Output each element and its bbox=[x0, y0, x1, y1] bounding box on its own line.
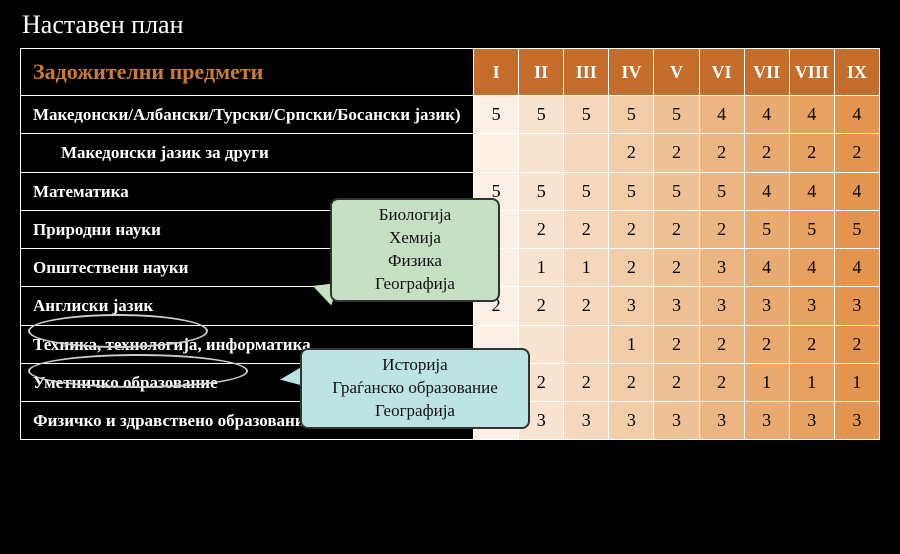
cell-value: 3 bbox=[834, 402, 879, 440]
cell-value: 5 bbox=[654, 172, 699, 210]
cell-value: 4 bbox=[744, 249, 789, 287]
table-row: Македонски/Албански/Турски/Српски/Босанс… bbox=[21, 96, 880, 134]
table-row: Македонски јазик за други222222 bbox=[21, 134, 880, 172]
cell-value: 4 bbox=[834, 249, 879, 287]
cell-value: 1 bbox=[834, 363, 879, 401]
ellipse-highlight bbox=[28, 314, 208, 348]
cell-value: 1 bbox=[609, 325, 654, 363]
cell-value: 2 bbox=[744, 325, 789, 363]
cell-value: 5 bbox=[564, 96, 609, 134]
cell-value: 2 bbox=[699, 210, 744, 248]
cell-value: 2 bbox=[564, 210, 609, 248]
col-head: V bbox=[654, 49, 699, 96]
header-row: Задожителни предмети I II III IV V VI VI… bbox=[21, 49, 880, 96]
cell-value: 5 bbox=[609, 172, 654, 210]
cell-value: 2 bbox=[789, 325, 834, 363]
cell-value: 4 bbox=[789, 96, 834, 134]
cell-value: 4 bbox=[834, 172, 879, 210]
cell-value: 5 bbox=[789, 210, 834, 248]
page-title: Наставен план bbox=[0, 0, 900, 48]
callout-natural-sciences: БиологијаХемијаФизикаГеографија bbox=[330, 198, 500, 302]
cell-value: 3 bbox=[699, 287, 744, 325]
cell-value: 3 bbox=[789, 287, 834, 325]
col-head: III bbox=[564, 49, 609, 96]
cell-value: 3 bbox=[744, 402, 789, 440]
cell-value: 3 bbox=[564, 402, 609, 440]
cell-value: 1 bbox=[744, 363, 789, 401]
cell-value: 2 bbox=[699, 363, 744, 401]
cell-value: 1 bbox=[789, 363, 834, 401]
cell-value: 3 bbox=[699, 249, 744, 287]
cell-value: 3 bbox=[744, 287, 789, 325]
cell-value: 3 bbox=[609, 287, 654, 325]
cell-value bbox=[519, 134, 564, 172]
cell-value: 2 bbox=[519, 210, 564, 248]
subject-label: Македонски/Албански/Турски/Српски/Босанс… bbox=[21, 96, 474, 134]
cell-value: 5 bbox=[609, 96, 654, 134]
col-head: VI bbox=[699, 49, 744, 96]
cell-value: 2 bbox=[744, 134, 789, 172]
cell-value: 5 bbox=[564, 172, 609, 210]
col-head: IV bbox=[609, 49, 654, 96]
cell-value: 5 bbox=[519, 172, 564, 210]
cell-value: 1 bbox=[564, 249, 609, 287]
col-head: VIII bbox=[789, 49, 834, 96]
cell-value bbox=[474, 134, 519, 172]
cell-value: 2 bbox=[564, 363, 609, 401]
cell-value: 5 bbox=[654, 96, 699, 134]
col-head: VII bbox=[744, 49, 789, 96]
cell-value: 4 bbox=[834, 96, 879, 134]
cell-value: 2 bbox=[609, 249, 654, 287]
cell-value: 5 bbox=[699, 172, 744, 210]
cell-value: 2 bbox=[564, 287, 609, 325]
cell-value: 5 bbox=[744, 210, 789, 248]
cell-value: 2 bbox=[834, 325, 879, 363]
cell-value: 2 bbox=[654, 134, 699, 172]
cell-value: 1 bbox=[519, 249, 564, 287]
curriculum-table-wrap: Задожителни предмети I II III IV V VI VI… bbox=[20, 48, 880, 440]
callout-social-sciences: ИсторијаГраѓанско образованиеГеографија bbox=[300, 348, 530, 429]
col-head: I bbox=[474, 49, 519, 96]
cell-value: 2 bbox=[609, 363, 654, 401]
cell-value: 5 bbox=[519, 96, 564, 134]
subject-label: Македонски јазик за други bbox=[21, 134, 474, 172]
cell-value: 3 bbox=[834, 287, 879, 325]
cell-value: 2 bbox=[654, 363, 699, 401]
cell-value: 5 bbox=[474, 96, 519, 134]
cell-value: 3 bbox=[789, 402, 834, 440]
cell-value: 2 bbox=[834, 134, 879, 172]
cell-value: 2 bbox=[609, 134, 654, 172]
cell-value: 2 bbox=[654, 249, 699, 287]
cell-value: 3 bbox=[699, 402, 744, 440]
cell-value: 2 bbox=[699, 134, 744, 172]
cell-value: 5 bbox=[834, 210, 879, 248]
cell-value: 4 bbox=[789, 249, 834, 287]
cell-value bbox=[564, 325, 609, 363]
cell-value: 4 bbox=[744, 96, 789, 134]
cell-value: 3 bbox=[609, 402, 654, 440]
cell-value: 4 bbox=[699, 96, 744, 134]
cell-value: 2 bbox=[699, 325, 744, 363]
cell-value: 2 bbox=[789, 134, 834, 172]
col-head: II bbox=[519, 49, 564, 96]
subject-header: Задожителни предмети bbox=[21, 49, 474, 96]
cell-value bbox=[564, 134, 609, 172]
cell-value: 3 bbox=[654, 287, 699, 325]
cell-value: 4 bbox=[789, 172, 834, 210]
cell-value: 2 bbox=[609, 210, 654, 248]
cell-value: 3 bbox=[654, 402, 699, 440]
col-head: IX bbox=[834, 49, 879, 96]
cell-value: 4 bbox=[744, 172, 789, 210]
cell-value: 2 bbox=[654, 210, 699, 248]
cell-value: 2 bbox=[654, 325, 699, 363]
ellipse-highlight bbox=[28, 354, 248, 388]
cell-value: 2 bbox=[519, 287, 564, 325]
